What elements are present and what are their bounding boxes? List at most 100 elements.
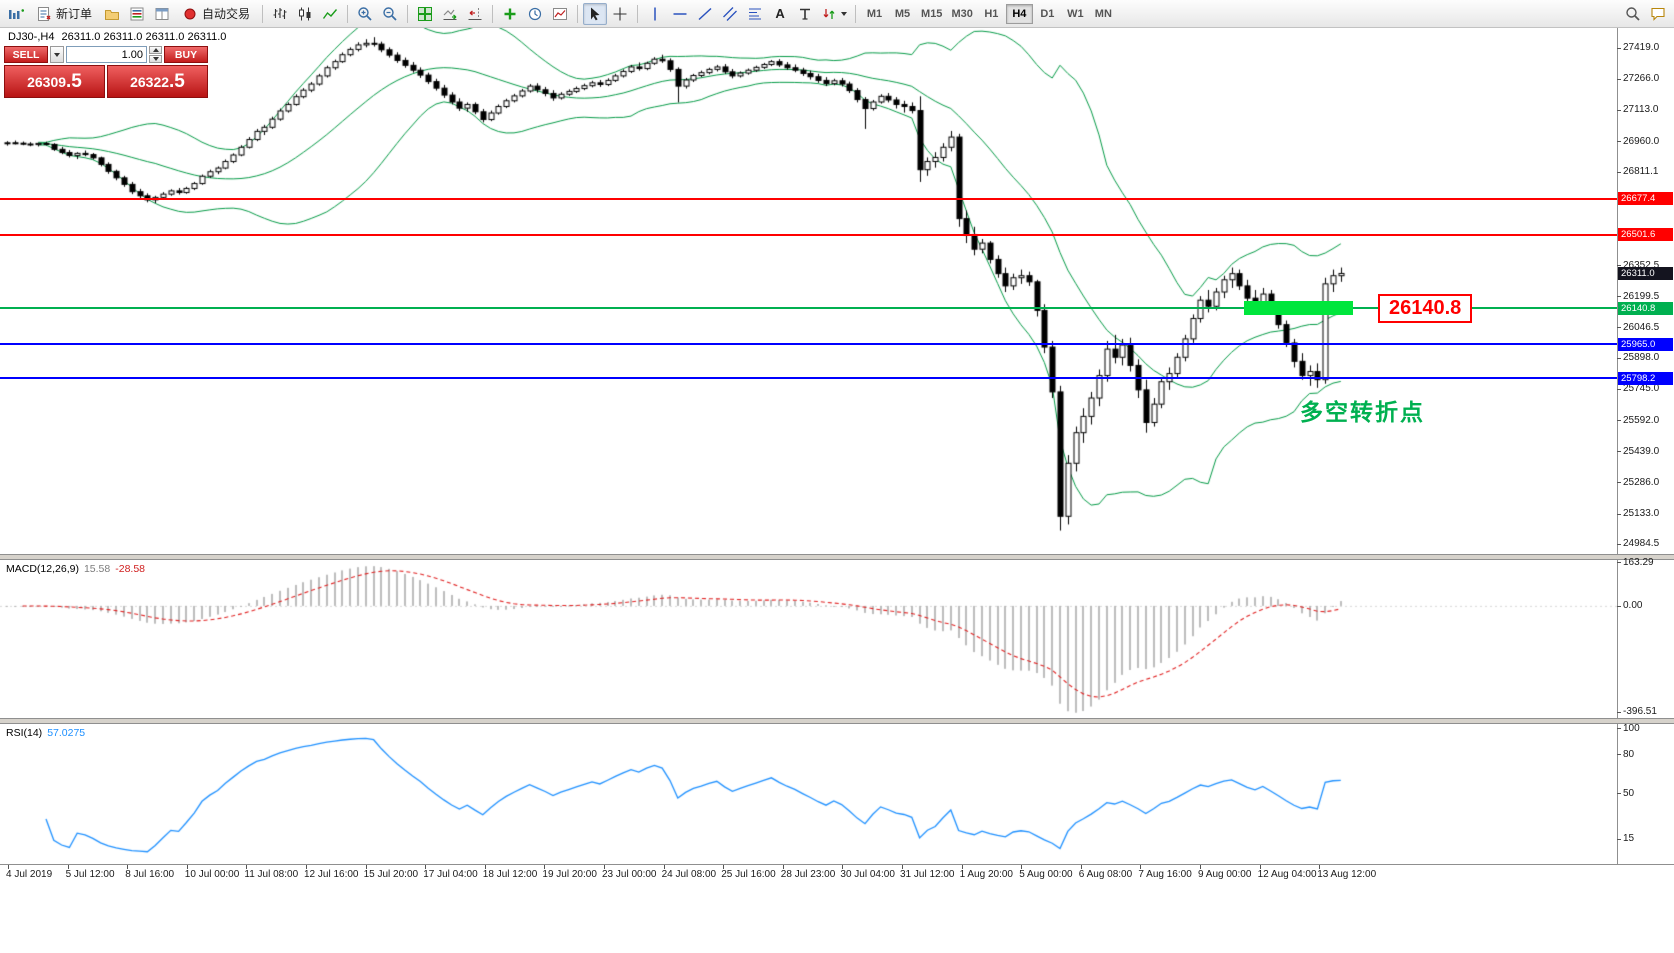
toolbar-separator: [577, 4, 579, 23]
rsi-axis-label: 15: [1623, 833, 1635, 844]
zoom-out-button[interactable]: [378, 3, 402, 25]
vertical-line-button[interactable]: [643, 3, 667, 25]
volume-increase-button[interactable]: [149, 46, 162, 54]
arrow-tools-button[interactable]: [818, 3, 850, 25]
trendline-button[interactable]: [693, 3, 717, 25]
tile-windows-button[interactable]: [413, 3, 437, 25]
chart-shift-button[interactable]: [463, 3, 487, 25]
indicators-button[interactable]: [498, 3, 522, 25]
zoom-in-button[interactable]: [353, 3, 377, 25]
macd-indicator-label: MACD(12,26,9) 15.58 -28.58: [6, 563, 145, 575]
buy-price-button[interactable]: 26322.5: [107, 65, 208, 98]
fibonacci-button[interactable]: [743, 3, 767, 25]
caret-down-icon: [152, 57, 159, 61]
crosshair-button[interactable]: [608, 3, 632, 25]
price-tick-mark: [1617, 482, 1621, 484]
time-tick-mark: [67, 865, 69, 869]
price-tick-mark: [1617, 296, 1621, 298]
panel-splitter[interactable]: [0, 718, 1674, 724]
time-axis-label: 17 Jul 04:00: [423, 869, 478, 880]
chart-symbol-period: DJ30-,H4: [8, 31, 55, 43]
autotrading-button[interactable]: 自动交易: [175, 3, 257, 25]
timeframe-h1-button[interactable]: H1: [984, 7, 999, 20]
buy-button[interactable]: BUY: [164, 46, 208, 63]
time-axis[interactable]: [0, 864, 1674, 893]
sell-button[interactable]: SELL: [4, 46, 48, 63]
resistance-line-1[interactable]: [0, 197, 1617, 200]
price-callout-label[interactable]: 26140.8: [1378, 294, 1473, 324]
community-button[interactable]: [1646, 3, 1670, 25]
macd-tick-mark: [1617, 605, 1621, 607]
one-click-menu-button[interactable]: [50, 46, 64, 63]
timeframe-mn-button[interactable]: MN: [1094, 7, 1112, 20]
time-tick-mark: [663, 865, 665, 869]
main-toolbar: 新订单 自动交易: [0, 0, 1674, 28]
timeframe-d1-button[interactable]: D1: [1040, 7, 1055, 20]
resistance-line-2[interactable]: [0, 233, 1617, 236]
vertical-line-icon: [654, 7, 656, 20]
new-order-label: 新订单: [56, 7, 93, 21]
equidistant-channel-button[interactable]: [718, 3, 742, 25]
time-tick-mark: [1140, 865, 1142, 869]
chart-caption: DJ30-,H4 26311.0 26311.0 26311.0 26311.0: [8, 31, 233, 43]
time-axis-label: 31 Jul 12:00: [900, 869, 955, 880]
timeframe-h4-button[interactable]: H4: [1005, 3, 1033, 24]
volume-input[interactable]: [66, 46, 147, 63]
price-axis[interactable]: [1617, 28, 1674, 893]
cursor-button[interactable]: [583, 2, 608, 25]
sell-price-button[interactable]: 26309.5: [4, 65, 105, 98]
highlight-rectangle[interactable]: [1244, 301, 1354, 316]
time-tick-mark: [544, 865, 546, 869]
time-axis-label: 10 Jul 00:00: [184, 869, 240, 880]
volume-decrease-button[interactable]: [149, 55, 162, 63]
price-tick-mark: [1617, 109, 1621, 111]
macd-main-value: 15.58: [83, 563, 111, 575]
timeframe-m5-button[interactable]: M5: [894, 7, 911, 20]
new-order-icon: [38, 6, 51, 21]
support-line-2[interactable]: [0, 377, 1617, 379]
macd-axis-label: -396.51: [1623, 706, 1657, 718]
profiles-folder-icon: [105, 9, 119, 20]
new-chart-icon: [9, 8, 24, 19]
rsi-indicator-canvas[interactable]: [0, 724, 1617, 864]
market-watch-button[interactable]: [125, 3, 149, 25]
bar-chart-icon: [273, 7, 287, 19]
time-axis-label: 30 Jul 04:00: [840, 869, 895, 880]
timeframe-m1-button[interactable]: M1: [866, 7, 883, 20]
new-order-button[interactable]: 新订单: [29, 3, 99, 25]
panel-splitter[interactable]: [0, 554, 1674, 560]
support-line-1-price-tag: 25965.0: [1618, 337, 1673, 351]
auto-scroll-button[interactable]: [438, 3, 462, 25]
time-axis-label: 9 Aug 00:00: [1198, 869, 1252, 880]
data-window-button[interactable]: [150, 3, 174, 25]
macd-indicator-canvas[interactable]: [0, 560, 1617, 718]
horizontal-line-button[interactable]: [668, 3, 692, 25]
text-label-button[interactable]: [793, 3, 817, 25]
candlestick-chart-icon: [299, 7, 311, 20]
timeframe-m30-button[interactable]: M30: [951, 7, 973, 20]
pivot-line[interactable]: [0, 307, 1617, 310]
support-line-1[interactable]: [0, 343, 1617, 345]
time-tick-mark: [484, 865, 486, 869]
bar-chart-button[interactable]: [268, 3, 292, 25]
time-tick-mark: [842, 865, 844, 869]
timeframe-m15-button[interactable]: M15: [921, 7, 943, 20]
toolbar-separator: [407, 4, 409, 23]
templates-icon: [553, 7, 568, 20]
chart-annotation-text[interactable]: 多空转折点: [1300, 399, 1425, 425]
time-axis-label: 25 Jul 16:00: [721, 869, 776, 880]
search-button[interactable]: [1621, 3, 1645, 25]
chart-profiles-button[interactable]: [100, 3, 124, 25]
line-chart-button[interactable]: [318, 3, 342, 25]
main-chart-canvas[interactable]: [0, 28, 1617, 554]
new-chart-button[interactable]: [4, 3, 28, 25]
templates-button[interactable]: [548, 3, 572, 25]
time-tick-mark: [1080, 865, 1082, 869]
text-tool-button[interactable]: A: [768, 3, 792, 25]
periods-button[interactable]: [523, 3, 547, 25]
rsi-tick-mark: [1617, 728, 1621, 729]
current-price-tag: 26311.0: [1618, 266, 1673, 280]
candlestick-chart-button[interactable]: [293, 3, 317, 25]
timeframe-w1-button[interactable]: W1: [1067, 7, 1084, 20]
